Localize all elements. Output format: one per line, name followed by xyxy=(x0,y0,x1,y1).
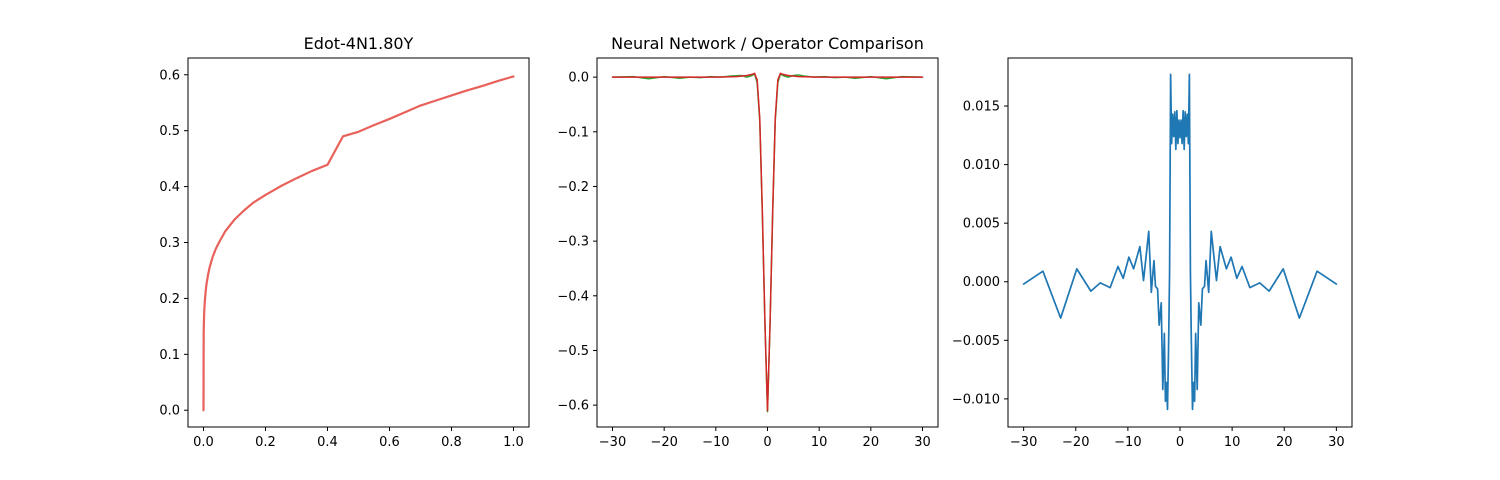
y-tick-label: 0.010 xyxy=(963,158,1000,173)
x-tick-label: 30 xyxy=(914,435,931,450)
y-tick-label: 0.4 xyxy=(159,180,180,195)
x-tick-label: −10 xyxy=(702,435,729,450)
y-tick-label: −0.4 xyxy=(557,289,589,304)
x-tick-label: −30 xyxy=(1010,435,1037,450)
series-line-1-1 xyxy=(202,75,515,412)
series-line-2-2 xyxy=(611,72,924,412)
y-tick-label: −0.2 xyxy=(557,180,589,195)
y-tick-label: −0.010 xyxy=(952,392,1000,407)
x-tick-label: 0.2 xyxy=(255,435,276,450)
x-tick-label: 0.8 xyxy=(441,435,462,450)
y-tick-label: 0.3 xyxy=(159,236,180,251)
x-tick-label: 10 xyxy=(811,435,828,450)
y-tick-label: 0.6 xyxy=(159,68,180,83)
chart-panel-2: −30 −20 −10 0 10 20 30 0.0 −0.1 −0.2 −0.3 −0.4 −0.5 −… xyxy=(557,34,939,450)
x-tick-label: 10 xyxy=(1224,435,1241,450)
y-tick-label: −0.5 xyxy=(557,344,589,359)
x-tick-label: 20 xyxy=(863,435,880,450)
y-tick-label: −0.1 xyxy=(557,125,589,140)
y-tick-label: −0.005 xyxy=(952,334,1000,349)
y-tick-label: 0.015 xyxy=(963,100,1000,115)
x-tick-label: −30 xyxy=(599,435,626,450)
x-tick-label: 30 xyxy=(1328,435,1345,450)
x-tick-label: 0.4 xyxy=(317,435,338,450)
y-tick-label: −0.3 xyxy=(557,235,589,250)
y-tick-label: 0.0 xyxy=(159,404,180,419)
y-tick-label: 0.5 xyxy=(159,124,180,139)
chart-panel-3: −30 −20 −10 0 10 20 30 0.015 0.010 0.005 0.000 −0.0… xyxy=(952,57,1353,450)
x-tick-label: −10 xyxy=(1114,435,1141,450)
y-tick-label: 0.000 xyxy=(963,275,1000,290)
x-tick-label: −20 xyxy=(650,435,677,450)
x-tick-label: 20 xyxy=(1276,435,1293,450)
x-tick-label: 0 xyxy=(763,435,771,450)
x-tick-label: 0.0 xyxy=(193,435,214,450)
y-tick-label: 0.005 xyxy=(963,217,1000,232)
x-tick-label: −20 xyxy=(1062,435,1089,450)
x-tick-label: 1.0 xyxy=(503,435,524,450)
y-tick-label: 0.2 xyxy=(159,292,180,307)
y-tick-label: 0.1 xyxy=(159,348,180,363)
chart-title: Neural Network / Operator Comparison xyxy=(611,34,924,53)
series-line-3-1 xyxy=(1022,73,1338,411)
y-tick-label: −0.6 xyxy=(557,399,589,414)
chart-title: Edot-4N1.80Y xyxy=(304,34,414,53)
y-tick-label: 0.0 xyxy=(568,71,589,86)
chart-panel-1: 0.0 0.2 0.4 0.6 0.8 1.0 0.0 0.1 0.2 0.3 0.4 0.5 0.6 E… xyxy=(159,34,530,450)
x-tick-label: 0 xyxy=(1176,435,1184,450)
x-tick-label: 0.6 xyxy=(379,435,400,450)
